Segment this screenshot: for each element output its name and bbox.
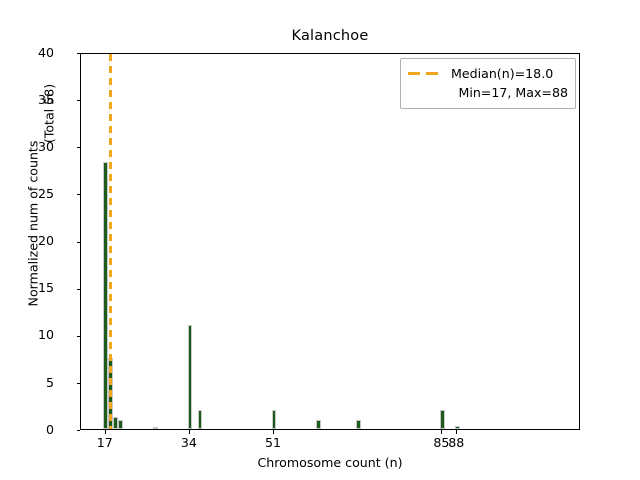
y-tick-label: 35 <box>37 91 54 107</box>
dashed-line-icon <box>407 68 443 80</box>
histogram-bar <box>113 416 118 429</box>
chart-title: Kalanchoe <box>291 28 369 44</box>
x-tick-mark <box>456 430 458 434</box>
legend: Median(n)=18.0 Min=17, Max=88 <box>400 58 576 109</box>
histogram-bar <box>187 325 193 429</box>
plot-area <box>80 53 580 430</box>
y-tick-label: 0 <box>45 421 54 437</box>
x-tick-label: 34 <box>180 435 197 450</box>
x-tick-mark <box>273 430 275 434</box>
histogram-bar <box>271 410 277 429</box>
y-tick-mark <box>76 288 80 290</box>
legend-entry-median: Median(n)=18.0 <box>407 64 569 83</box>
y-tick-mark <box>76 53 80 54</box>
x-tick-mark <box>104 430 106 434</box>
y-tick-mark <box>76 382 80 384</box>
x-tick-mark <box>441 430 443 434</box>
median-line <box>109 54 112 429</box>
y-tick-label: 10 <box>37 327 54 343</box>
y-tick-label: 25 <box>37 186 54 202</box>
y-tick-mark <box>76 335 80 337</box>
legend-label-range: Min=17, Max=88 <box>458 85 568 100</box>
y-tick-mark <box>76 100 80 102</box>
x-axis-label: Chromosome count (n) <box>257 455 403 470</box>
y-tick-label: 40 <box>37 44 54 60</box>
histogram-bar <box>152 426 158 429</box>
x-tick-label: 85 <box>433 435 450 450</box>
y-tick-mark <box>76 147 80 149</box>
y-tick-label: 20 <box>37 233 54 249</box>
x-tick-label: 17 <box>96 435 113 450</box>
x-tick-label: 51 <box>265 435 282 450</box>
histogram-bar <box>355 419 361 429</box>
histogram-bar <box>197 410 203 429</box>
legend-entry-range: Min=17, Max=88 <box>407 83 569 102</box>
x-tick-label: 88 <box>448 435 465 450</box>
histogram-bars <box>81 54 579 429</box>
y-tick-mark <box>76 194 80 196</box>
x-tick-mark <box>188 430 190 434</box>
y-tick-mark <box>76 430 80 431</box>
histogram-bar <box>118 419 123 429</box>
y-tick-label: 15 <box>37 280 54 296</box>
histogram-bar <box>316 419 321 429</box>
y-tick-label: 30 <box>37 138 54 154</box>
y-tick-mark <box>76 241 80 243</box>
legend-label-median: Median(n)=18.0 <box>451 66 554 81</box>
median-line-layer <box>81 54 579 429</box>
histogram-bar <box>103 162 109 429</box>
histogram-bar <box>440 410 445 429</box>
y-tick-label: 5 <box>45 374 54 390</box>
histogram-bar <box>454 426 460 429</box>
